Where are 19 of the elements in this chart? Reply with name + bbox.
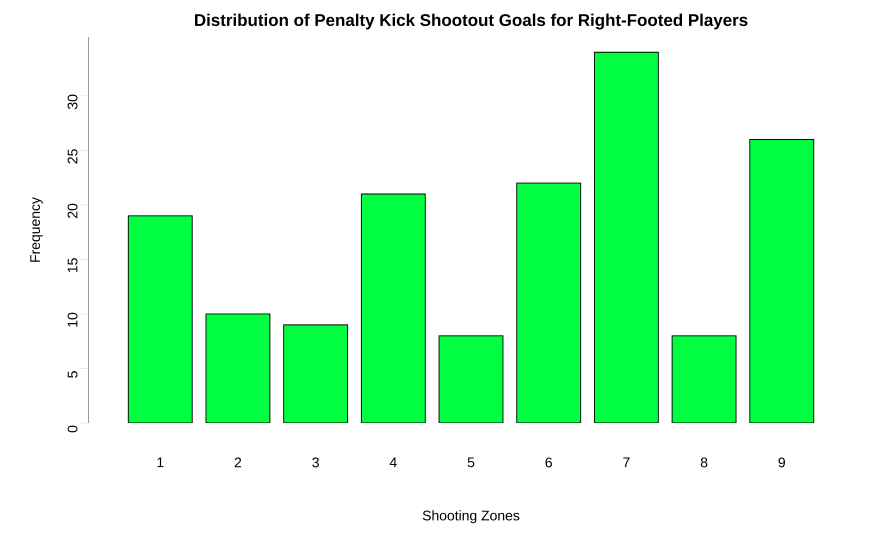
- x-tick-label: 2: [234, 458, 242, 468]
- y-tick-label: 25: [68, 149, 78, 164]
- y-tick-label: 15: [68, 258, 78, 272]
- y-tick-label: 30: [68, 94, 78, 110]
- x-tick-label: 9: [778, 458, 785, 468]
- x-tick-label: 1: [157, 458, 164, 468]
- x-tick-label: 5: [468, 458, 474, 468]
- x-tick-label: 7: [623, 458, 630, 468]
- x-tick-label: 3: [312, 458, 319, 468]
- x-axis-title: Shooting Zones: [422, 510, 520, 524]
- y-tick-label: 10: [68, 312, 78, 327]
- y-tick-label: 0: [68, 426, 78, 432]
- y-tick-label: 5: [68, 371, 78, 378]
- y-axis-title: Frequency: [30, 197, 43, 262]
- chart-title: Distribution of Penalty Kick Shootout Goals for Right-Footed Players: [195, 14, 748, 30]
- x-tick-label: 4: [390, 458, 397, 468]
- x-tick-label: 6: [546, 458, 552, 468]
- x-tick-label: 8: [700, 458, 708, 468]
- y-tick-label: 20: [68, 204, 78, 218]
